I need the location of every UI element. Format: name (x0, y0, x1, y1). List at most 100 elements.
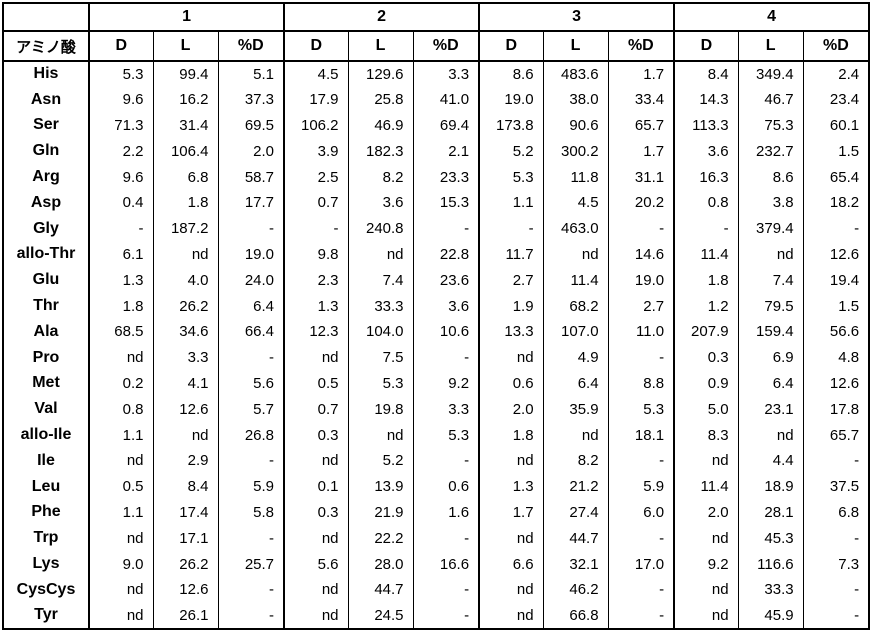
amino-acid-name: Arg (3, 164, 90, 190)
value-cell: 0.6 (413, 473, 481, 500)
value-cell: 17.0 (608, 551, 676, 577)
value-cell: 1.8 (89, 293, 154, 319)
value-cell: 19.0 (479, 86, 544, 113)
value-cell: 1.5 (838, 297, 860, 315)
amino-acid-name: Met (3, 370, 90, 397)
value-cell: - (413, 602, 481, 629)
value-cell: 6.0 (608, 499, 676, 526)
value-cell: 69.5 (218, 112, 286, 139)
value-cell: 1.5 (838, 142, 860, 160)
value-cell: 0.2 (89, 370, 154, 397)
value-cell: 1.7 (608, 61, 676, 87)
value-cell: - (854, 220, 860, 238)
amino-acid-name: Phe (3, 499, 90, 526)
sub-header-pctd-group-2: %D (413, 31, 481, 62)
value-cell: 20.2 (608, 189, 676, 216)
amino-acid-name: Tyr (3, 602, 90, 629)
value-cell: - (854, 606, 860, 624)
sub-header-l-group-3: L (543, 31, 609, 62)
value-cell: - (854, 529, 860, 547)
value-cell: 90.6 (543, 112, 609, 139)
value-cell: 4.1 (153, 370, 219, 397)
value-cell: 3.9 (284, 138, 349, 165)
value-cell: 349.4 (738, 61, 804, 87)
value-cell: 21.2 (543, 473, 609, 500)
value-cell: - (218, 602, 286, 629)
group-header-2: 2 (284, 3, 481, 32)
value-cell: 1.1 (89, 422, 154, 448)
value-cell: 9.6 (89, 86, 154, 113)
value-cell: 6.4 (218, 293, 286, 319)
value-cell: 4.9 (543, 344, 609, 371)
sub-header-pctd-group-1: %D (218, 31, 286, 62)
value-cell: 11.7 (479, 241, 544, 268)
amino-acid-name: Thr (3, 293, 90, 319)
amino-acid-name: CysCys (3, 576, 90, 603)
value-cell: 17.9 (284, 86, 349, 113)
value-cell: 483.6 (543, 61, 609, 87)
value-cell: 31.4 (153, 112, 219, 139)
value-cell: 33.3 (348, 293, 414, 319)
value-cell: 45.3 (738, 525, 804, 552)
value-cell: 2.0 (218, 138, 286, 165)
value-cell: 116.6 (738, 551, 804, 577)
value-cell: 38.0 (543, 86, 609, 113)
value-cell: 1.9 (479, 293, 544, 319)
value-cell: 25.8 (348, 86, 414, 113)
value-cell: 6.4 (543, 370, 609, 397)
value-cell: 5.3 (348, 370, 414, 397)
table-row: Pro nd 3.3- nd 7.5- nd 4.9-0.3 6.9 4.8 (3, 344, 869, 371)
value-cell: 65.7 (829, 426, 860, 444)
value-cell: nd (89, 344, 154, 371)
value-cell: nd (89, 576, 154, 603)
value-cell: - (218, 576, 286, 603)
value-cell: 2.1 (413, 138, 481, 165)
value-cell: - (608, 576, 676, 603)
value-cell: 16.3 (674, 164, 739, 190)
group-header-1: 1 (89, 3, 286, 32)
value-cell: 0.5 (89, 473, 154, 500)
value-cell: 6.1 (89, 241, 154, 268)
value-cell: 0.8 (674, 189, 739, 216)
value-cell: nd (479, 602, 544, 629)
value-cell: 16.2 (153, 86, 219, 113)
value-cell: 1.3 (479, 473, 544, 500)
value-cell: 27.4 (543, 499, 609, 526)
sub-header-d-group-4: D (674, 31, 739, 62)
value-cell: 0.1 (284, 473, 349, 500)
value-cell: - (854, 452, 860, 470)
value-cell: nd (543, 422, 609, 448)
value-cell: - (608, 447, 676, 474)
value-cell: 7.4 (738, 267, 804, 294)
value-cell: 65.4 (829, 168, 860, 186)
value-cell: 12.6 (829, 245, 860, 263)
value-cell: - (218, 525, 286, 552)
value-cell: 187.2 (153, 215, 219, 242)
value-cell: 34.6 (153, 318, 219, 345)
value-cell: 0.5 (284, 370, 349, 397)
amino-acid-name: allo-Thr (3, 241, 90, 268)
value-cell: 5.0 (674, 396, 739, 423)
value-cell: nd (153, 422, 219, 448)
value-cell: 3.3 (153, 344, 219, 371)
value-cell: 75.3 (738, 112, 804, 139)
value-cell: 21.9 (348, 499, 414, 526)
value-cell: 68.2 (543, 293, 609, 319)
value-cell: 35.9 (543, 396, 609, 423)
value-cell: 19.4 (829, 271, 860, 289)
amino-acid-name: Glu (3, 267, 90, 294)
value-cell: 8.6 (479, 61, 544, 87)
sub-header-pctd-group-4: %D (803, 31, 870, 62)
value-cell: 0.9 (674, 370, 739, 397)
value-cell: 4.8 (838, 349, 860, 367)
value-cell: 6.6 (479, 551, 544, 577)
sub-header-l-group-1: L (153, 31, 219, 62)
value-cell: 18.1 (608, 422, 676, 448)
value-cell: 11.4 (543, 267, 609, 294)
value-cell: 5.1 (218, 61, 286, 87)
value-cell: - (608, 525, 676, 552)
value-cell: nd (479, 576, 544, 603)
value-cell: 45.9 (738, 602, 804, 629)
value-cell: nd (674, 447, 739, 474)
value-cell: nd (284, 447, 349, 474)
